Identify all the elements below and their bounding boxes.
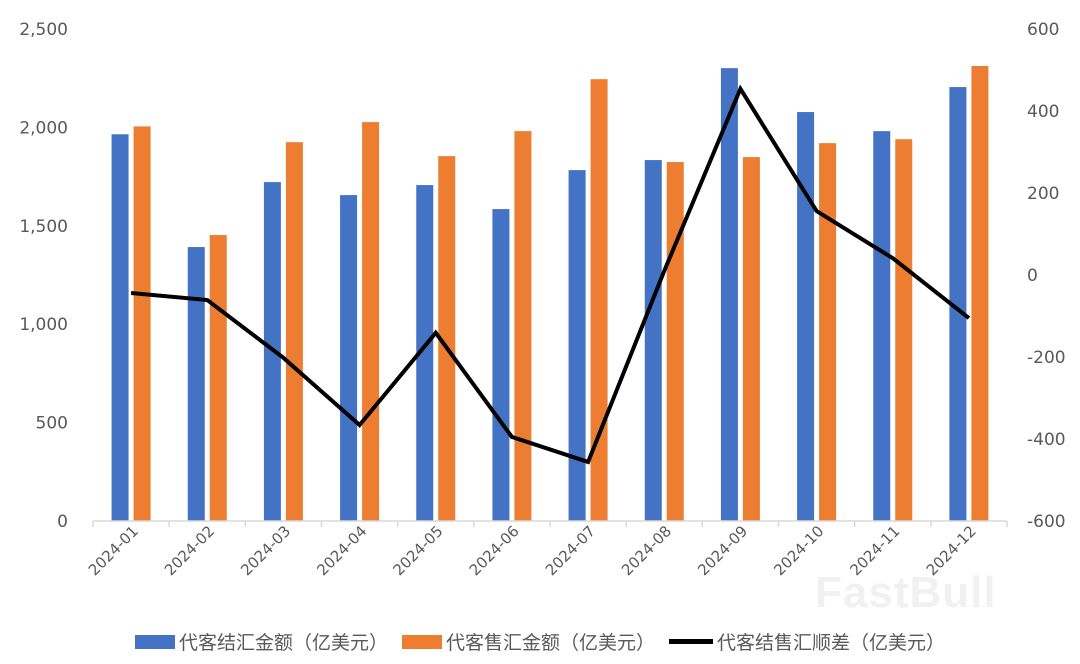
x-tick-label: 2024-08 bbox=[618, 522, 675, 579]
right-tick-label: -600 bbox=[1027, 512, 1066, 532]
left-tick-label: 2,000 bbox=[19, 118, 68, 138]
bar bbox=[209, 235, 227, 521]
legend: 代客结汇金额（亿美元） 代客售汇金额（亿美元） 代客结售汇顺差（亿美元） bbox=[0, 628, 1080, 655]
bar bbox=[133, 126, 151, 521]
bar bbox=[416, 185, 434, 522]
surplus-line bbox=[130, 84, 971, 465]
bar bbox=[666, 162, 684, 521]
bar bbox=[514, 131, 532, 521]
bar bbox=[285, 142, 303, 521]
bar bbox=[949, 87, 967, 521]
right-tick-label: 200 bbox=[1027, 184, 1059, 204]
legend-swatch-blue bbox=[134, 634, 175, 649]
bar bbox=[742, 157, 760, 521]
bar bbox=[438, 156, 456, 521]
bar bbox=[340, 195, 358, 522]
line-series bbox=[130, 84, 971, 465]
x-tick-label: 2024-09 bbox=[694, 522, 751, 579]
right-tick-label: 0 bbox=[1027, 266, 1038, 286]
bar bbox=[590, 79, 608, 522]
bar bbox=[873, 131, 891, 521]
legend-label: 代客结汇金额（亿美元） bbox=[178, 632, 388, 654]
legend-label: 代客结售汇顺差（亿美元） bbox=[717, 632, 946, 654]
bar bbox=[720, 68, 738, 521]
left-tick-label: 1,500 bbox=[19, 217, 68, 237]
right-tick-label: 600 bbox=[1027, 20, 1059, 40]
x-tick-label: 2024-01 bbox=[85, 522, 142, 579]
legend-item-surplus: 代客结售汇顺差（亿美元） bbox=[669, 628, 945, 655]
legend-label: 代客售汇金额（亿美元） bbox=[445, 632, 655, 654]
legend-swatch-line bbox=[669, 639, 713, 644]
bar-series bbox=[111, 65, 989, 522]
left-tick-label: 0 bbox=[57, 512, 68, 532]
x-tick-label: 2024-06 bbox=[466, 522, 523, 579]
x-tick-label: 2024-07 bbox=[542, 522, 599, 579]
x-tick-label: 2024-05 bbox=[390, 522, 447, 579]
bar bbox=[187, 247, 205, 522]
right-axis: -600 -400 -200 0 200 400 600 bbox=[1027, 20, 1066, 532]
bar bbox=[644, 160, 662, 522]
bar bbox=[362, 122, 380, 522]
left-tick-label: 1,000 bbox=[19, 315, 68, 335]
bar bbox=[568, 170, 586, 522]
bar bbox=[895, 139, 913, 521]
x-tick-label: 2024-04 bbox=[313, 522, 370, 579]
bar bbox=[819, 143, 837, 522]
legend-item-settlement: 代客结汇金额（亿美元） bbox=[134, 628, 388, 655]
bar bbox=[111, 134, 129, 521]
left-tick-label: 500 bbox=[36, 414, 68, 434]
bar bbox=[797, 112, 815, 522]
legend-item-sales: 代客售汇金额（亿美元） bbox=[401, 628, 655, 655]
left-axis: 0 500 1,000 1,500 2,000 2,500 bbox=[19, 20, 68, 532]
right-tick-label: -400 bbox=[1027, 430, 1066, 450]
right-tick-label: 400 bbox=[1027, 102, 1059, 122]
x-tick-label: 2024-03 bbox=[237, 522, 294, 579]
legend-swatch-orange bbox=[401, 634, 442, 649]
x-tick-label: 2024-02 bbox=[161, 522, 218, 579]
bar bbox=[492, 209, 510, 521]
left-tick-label: 2,500 bbox=[19, 20, 68, 40]
watermark: FastBull bbox=[815, 568, 997, 617]
bar bbox=[971, 65, 989, 521]
right-tick-label: -200 bbox=[1027, 348, 1066, 368]
